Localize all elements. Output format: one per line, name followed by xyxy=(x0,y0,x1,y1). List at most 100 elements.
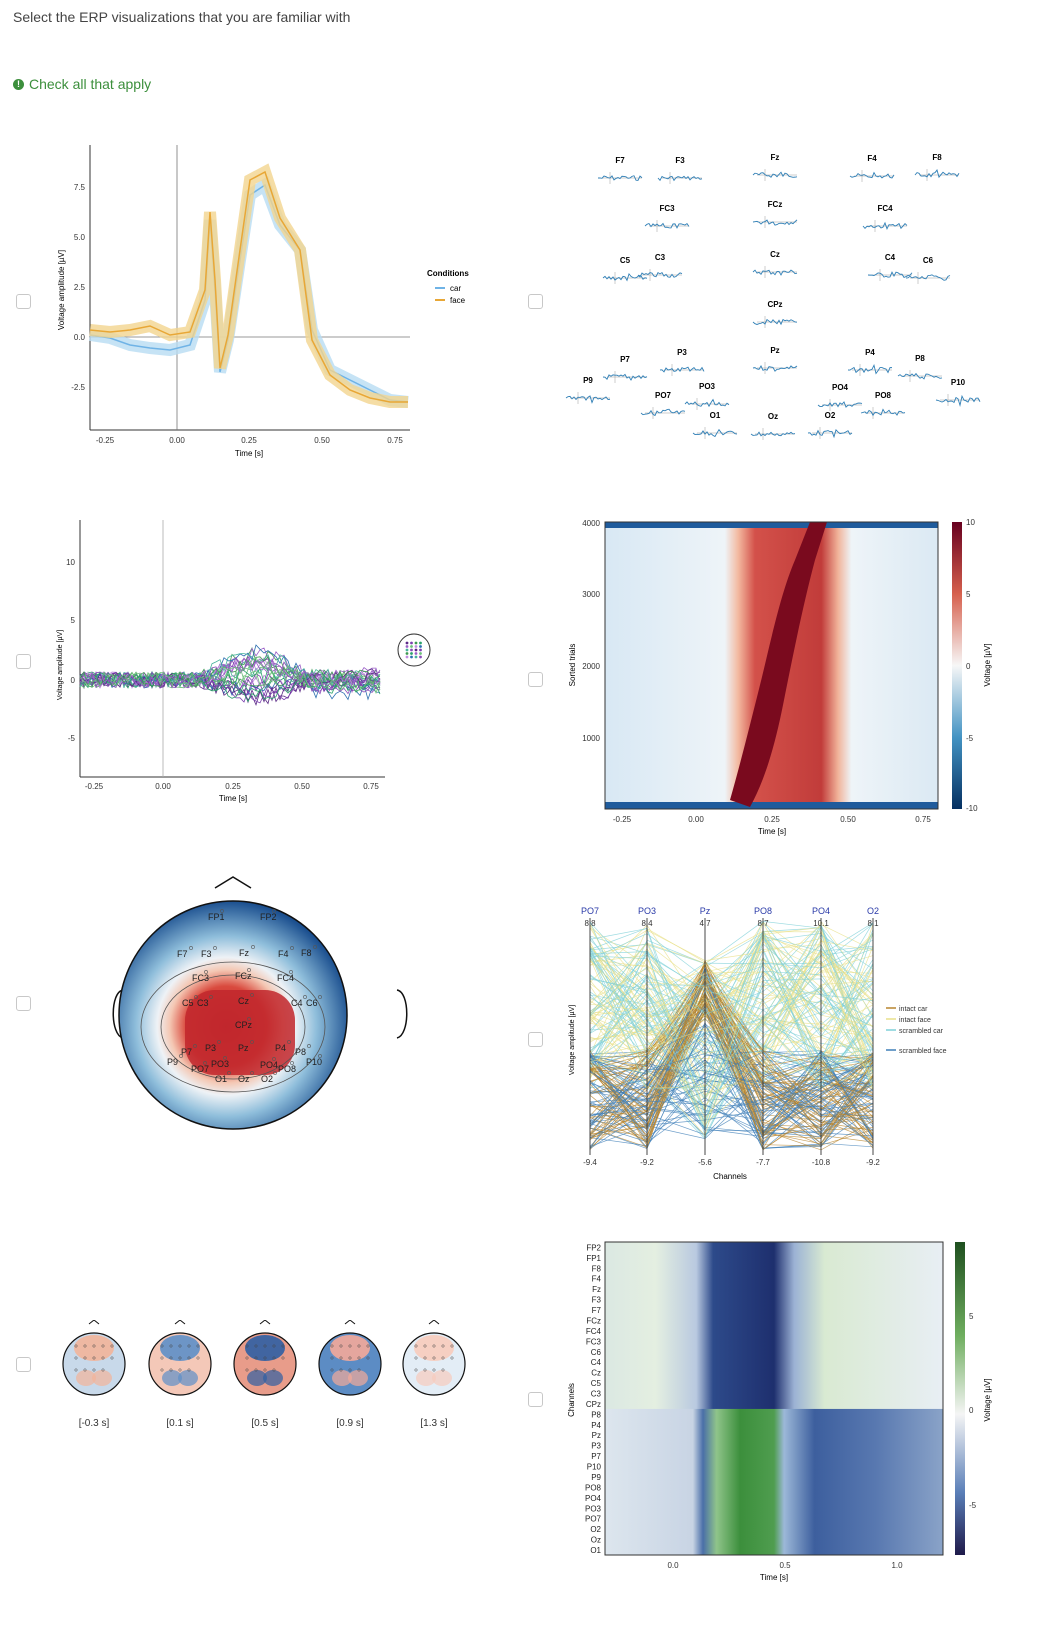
channel-waveform xyxy=(637,271,683,278)
trial-line xyxy=(589,963,874,1089)
question-text: Select the ERP visualizations that you a… xyxy=(13,9,351,25)
colorbar xyxy=(952,522,962,809)
channel-row xyxy=(605,1492,943,1504)
channel-label: C3 xyxy=(655,253,666,262)
electrode-label: P9 xyxy=(167,1057,178,1067)
trial-line xyxy=(589,943,874,1082)
x-tick: -0.25 xyxy=(85,782,104,791)
channel-label: PO4 xyxy=(585,1494,602,1503)
channel-row xyxy=(605,1461,943,1473)
channel-label: Pz xyxy=(592,1431,601,1440)
cbar-label: Voltage [µV] xyxy=(983,643,992,686)
channel-line xyxy=(79,657,381,695)
trial-line xyxy=(589,947,874,1126)
option-checkbox-channel-image[interactable] xyxy=(528,1392,543,1407)
trial-line xyxy=(589,923,874,1034)
option-checkbox-topoplot[interactable] xyxy=(16,996,31,1011)
electrode-label: PO7 xyxy=(191,1064,209,1074)
trial-line xyxy=(589,1021,874,1150)
option-checkbox-butterfly-channels[interactable] xyxy=(16,654,31,669)
trial-line xyxy=(589,993,874,1139)
trial-line xyxy=(589,980,874,1110)
channel-label: FCz xyxy=(768,200,783,209)
erp-image[interactable]: 4000 3000 2000 1000 -0.25 0.00 0.25 0.50… xyxy=(565,515,1005,845)
trial-line xyxy=(589,977,874,1147)
trial-line xyxy=(589,944,874,1043)
trial-line xyxy=(589,976,874,1119)
option-checkbox-topo-erp[interactable] xyxy=(528,294,543,309)
y-label: Voltage amplitude [µV] xyxy=(57,250,66,330)
electrode-label: CPz xyxy=(235,1020,253,1030)
x-tick: 0.25 xyxy=(764,815,780,824)
legend-item: scrambled face xyxy=(899,1048,947,1055)
axis-channel-label: PO7 xyxy=(581,906,599,916)
channel-row xyxy=(605,1346,943,1358)
trial-line xyxy=(589,1054,874,1128)
electrode-label: P7 xyxy=(181,1047,192,1057)
y-tick: 0 xyxy=(71,676,76,685)
axis-max: 8.4 xyxy=(641,919,653,928)
option-checkbox-butterfly-ci[interactable] xyxy=(16,294,31,309)
face-line xyxy=(89,170,408,403)
axis-max: 8.1 xyxy=(867,919,879,928)
axis-channel-label: PO4 xyxy=(812,906,830,916)
channel-row xyxy=(605,1325,943,1337)
butterfly-plot[interactable]: 10 5 0 -5 -0.25 0.00 0.25 0.50 0.75 Time… xyxy=(50,515,440,810)
trial-line xyxy=(589,1001,874,1107)
channel-label: CPz xyxy=(586,1400,601,1409)
channel-row xyxy=(605,1419,943,1431)
legend-item: intact face xyxy=(899,1017,931,1024)
channel-label: O1 xyxy=(710,411,721,420)
cbar-tick: -10 xyxy=(966,804,978,813)
legend: Conditions car face xyxy=(427,269,469,305)
erp-ci-plot[interactable]: 7.5 5.0 2.5 0.0 -2.5 -0.25 0.00 0.25 0.5… xyxy=(50,140,490,470)
parallel-coordinates-plot[interactable]: PO7 8.8 -9.4 PO3 8.4 -9.2 Pz 4.7 -5.6 PO8 8.7 -7.7 P… xyxy=(560,900,1000,1190)
channel-label: Oz xyxy=(768,412,778,421)
x-label: Time [s] xyxy=(760,1573,788,1582)
option-checkbox-topo-series[interactable] xyxy=(16,1357,31,1372)
trial-line xyxy=(589,1072,874,1143)
nose-icon xyxy=(214,876,252,889)
x-tick: 0.75 xyxy=(387,436,403,445)
channel-line xyxy=(79,644,381,701)
option-checkbox-erpimage[interactable] xyxy=(528,672,543,687)
x-tick: 0.00 xyxy=(155,782,171,791)
option-checkbox-parallel-coords[interactable] xyxy=(528,1032,543,1047)
channel-label: F7 xyxy=(615,156,625,165)
topographic-erp-plot[interactable]: F7 F3 Fz F4 F8 FC3 FCz FC4 C5 C3 Cz C4 C6 CPz P7 P3 Pz P4… xyxy=(560,145,1000,455)
trial-line xyxy=(589,921,874,1061)
channel-waveform xyxy=(644,222,690,229)
channel-waveform xyxy=(684,398,730,408)
channel-row xyxy=(605,1523,943,1535)
hint-text: Check all that apply xyxy=(29,76,152,92)
channel-label: PO7 xyxy=(655,391,672,400)
axis-channel-label: PO3 xyxy=(638,906,656,916)
trial-line xyxy=(589,939,874,1092)
channel-label: C4 xyxy=(591,1358,602,1367)
x-tick: 0.50 xyxy=(294,782,310,791)
y-tick: 10 xyxy=(66,558,75,567)
channel-row xyxy=(605,1408,943,1420)
axis-min: -9.4 xyxy=(583,1158,597,1167)
channel-row xyxy=(605,1242,943,1253)
x-tick: 0.75 xyxy=(363,782,379,791)
topo-thumbnail xyxy=(233,1320,297,1396)
electrode-label: FCz xyxy=(235,971,252,981)
channel-waveform xyxy=(565,395,611,404)
channel-row xyxy=(605,1356,943,1368)
channel-label: FC4 xyxy=(586,1327,602,1336)
axis-max: 4.7 xyxy=(699,919,711,928)
channel-row xyxy=(605,1388,943,1399)
topoplot-series[interactable]: [-0.3 s] [0.1 s] [0.5 s] [0.9 s] [1.3 s] xyxy=(55,1320,485,1435)
cbar-tick: -5 xyxy=(966,734,974,743)
axis-min: -5.6 xyxy=(698,1158,712,1167)
y-tick: 2.5 xyxy=(74,283,86,292)
electrode-label: FC3 xyxy=(192,973,209,983)
channel-label: Cz xyxy=(591,1369,601,1378)
channel-label: FCz xyxy=(586,1316,601,1325)
channel-waveform xyxy=(752,364,798,372)
topoplot[interactable]: FP1 FP2 F7 F3 Fz F4 F8 FC3 FCz FC4 C5 C3 Cz C4 C6 CPz P7… xyxy=(105,875,415,1140)
channel-label: CPz xyxy=(767,300,782,309)
head-inset-icon xyxy=(397,633,431,667)
